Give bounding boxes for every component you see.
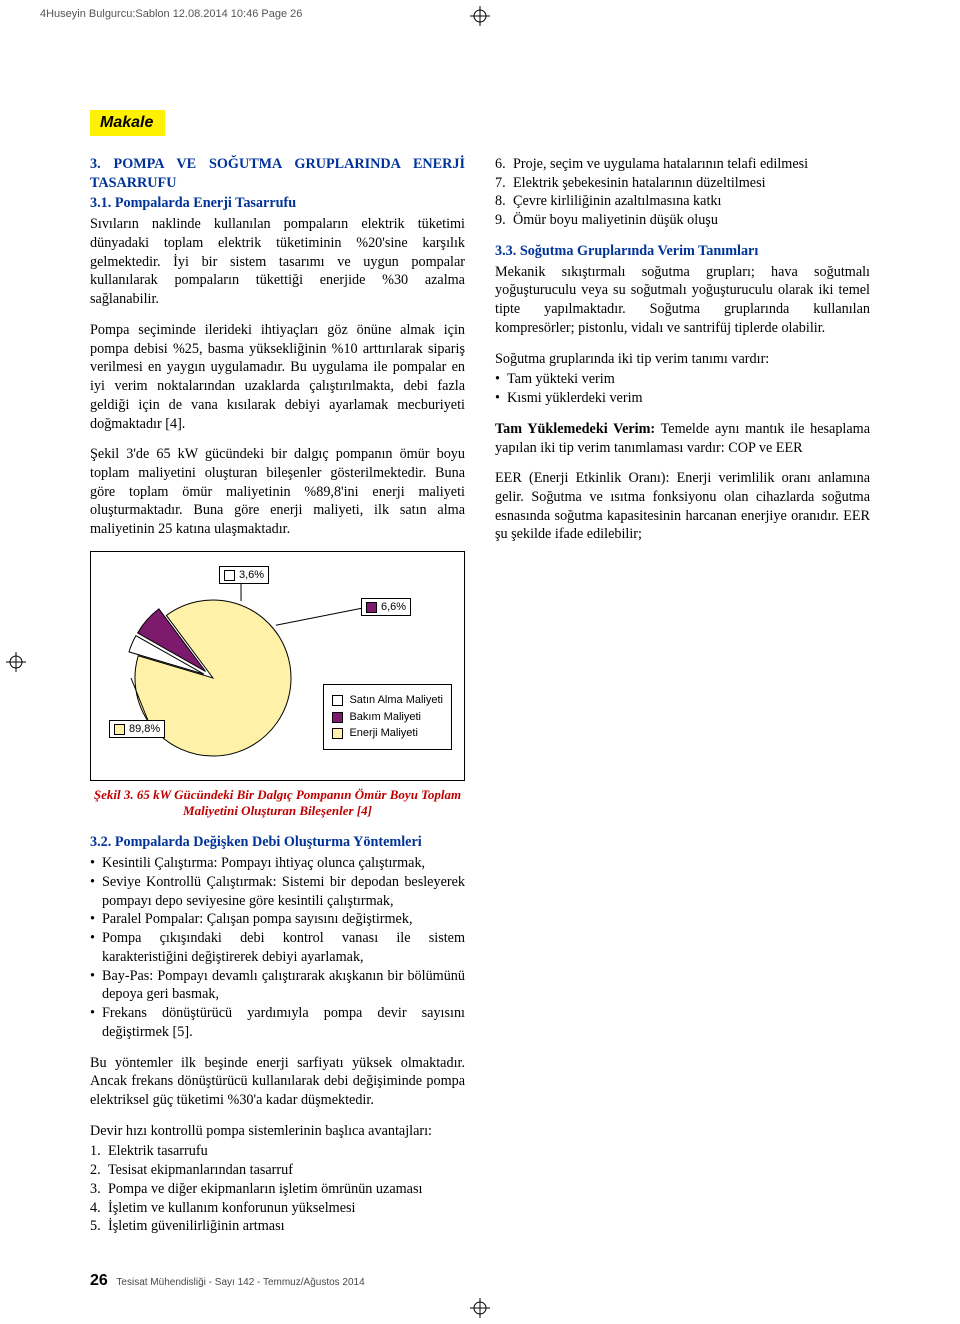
paragraph: Bu yöntemler ilk beşinde enerji sarfiyat… bbox=[90, 1054, 465, 1110]
heading-3-2: 3.2. Pompalarda Değişken Debi Oluşturma … bbox=[90, 834, 422, 850]
page-footer: 26 Tesisat Mühendisliği - Sayı 142 - Tem… bbox=[90, 1272, 365, 1290]
heading-3-3: 3.3. Soğutma Gruplarında Verim Tanımları bbox=[495, 243, 758, 259]
section-tag: Makale bbox=[90, 110, 165, 136]
figure-caption: Şekil 3. 65 kW Gücündeki Bir Dalgıç Pomp… bbox=[90, 787, 465, 820]
list-item: 8.Çevre kirliliğinin azaltılmasına katkı bbox=[495, 192, 870, 211]
pie-chart: 89,8% 6,6% 3,6% Satın Alma Maliyeti Bakım Ma… bbox=[90, 551, 465, 781]
list-item: 7.Elektrik şebekesinin hatalarının düzel… bbox=[495, 174, 870, 193]
list-item: 1.Elektrik tasarrufu bbox=[90, 1142, 465, 1161]
pie-callout: 89,8% bbox=[109, 720, 165, 739]
heading-3-1: 3.1. Pompalarda Enerji Tasarrufu bbox=[90, 195, 296, 211]
registration-mark-bottom bbox=[470, 1298, 490, 1318]
inline-heading: Tam Yüklemedeki Verim: bbox=[495, 421, 655, 437]
verim-tipleri-list: Tam yükteki verimKısmi yüklerdeki verim bbox=[495, 370, 870, 407]
legend-row: Bakım Maliyeti bbox=[332, 710, 443, 725]
list-item: 4.İşletim ve kullanım konforunun yükselm… bbox=[90, 1199, 465, 1218]
paragraph: Pompa seçiminde ilerideki ihtiyaçları gö… bbox=[90, 321, 465, 433]
registration-mark-left bbox=[6, 652, 26, 672]
paragraph: EER (Enerji Etkinlik Oranı): Enerji veri… bbox=[495, 469, 870, 544]
list-item: Bay-Pas: Pompayı devamlı çalıştırarak ak… bbox=[90, 967, 465, 1004]
heading-3: 3. POMPA VE SOĞUTMA GRUPLARINDA ENERJİ T… bbox=[90, 156, 465, 191]
list-item: Tam yükteki verim bbox=[495, 370, 870, 389]
registration-mark-top bbox=[470, 6, 490, 26]
paragraph: Devir hızı kontrollü pompa sistemlerinin… bbox=[90, 1122, 465, 1141]
pie-callout: 6,6% bbox=[361, 598, 411, 617]
list-item: 2.Tesisat ekipmanlarından tasarruf bbox=[90, 1161, 465, 1180]
list-item: Seviye Kontrollü Çalıştırmak: Sistemi bi… bbox=[90, 873, 465, 910]
list-item: Frekans dönüştürücü yardımıyla pompa dev… bbox=[90, 1004, 465, 1041]
list-item: Paralel Pompalar: Çalışan pompa sayısını… bbox=[90, 910, 465, 929]
paragraph: Mekanik sıkıştırmalı soğutma grupları; h… bbox=[495, 263, 870, 338]
footer-text: Tesisat Mühendisliği - Sayı 142 - Temmuz… bbox=[116, 1277, 364, 1288]
page: 4Huseyin Bulgurcu:Sablon 12.08.2014 10:4… bbox=[0, 0, 960, 1324]
paragraph: Tam Yüklemedeki Verim: Temelde aynı mant… bbox=[495, 420, 870, 457]
list-item: 9.Ömür boyu maliyetinin düşük oluşu bbox=[495, 211, 870, 230]
list-item: 3.Pompa ve diğer ekipmanların işletim öm… bbox=[90, 1180, 465, 1199]
list-item: 5.İşletim güvenilirliğinin artması bbox=[90, 1217, 465, 1236]
article-body: 3. POMPA VE SOĞUTMA GRUPLARINDA ENERJİ T… bbox=[90, 155, 870, 1254]
pie-callout: 3,6% bbox=[219, 566, 269, 585]
list-item: Pompa çıkışındaki debi kontrol vanası il… bbox=[90, 929, 465, 966]
paragraph: Soğutma gruplarında iki tip verim tanımı… bbox=[495, 350, 870, 369]
print-slug: 4Huseyin Bulgurcu:Sablon 12.08.2014 10:4… bbox=[40, 8, 302, 20]
page-number: 26 bbox=[90, 1272, 108, 1289]
chart-legend: Satın Alma Maliyeti Bakım MaliyetiEnerji … bbox=[323, 684, 452, 750]
paragraph: Sıvıların naklinde kullanılan pompaların… bbox=[90, 215, 465, 309]
legend-row: Enerji Maliyeti bbox=[332, 726, 443, 741]
list-item: Kesintili Çalıştırma: Pompayı ihtiyaç ol… bbox=[90, 854, 465, 873]
paragraph: Şekil 3'de 65 kW gücündeki bir dalgıç po… bbox=[90, 445, 465, 539]
list-item: Kısmi yüklerdeki verim bbox=[495, 389, 870, 408]
methods-list: Kesintili Çalıştırma: Pompayı ihtiyaç ol… bbox=[90, 854, 465, 1041]
list-item: 6.Proje, seçim ve uygulama hatalarının t… bbox=[495, 155, 870, 174]
legend-row: Satın Alma Maliyeti bbox=[332, 693, 443, 708]
